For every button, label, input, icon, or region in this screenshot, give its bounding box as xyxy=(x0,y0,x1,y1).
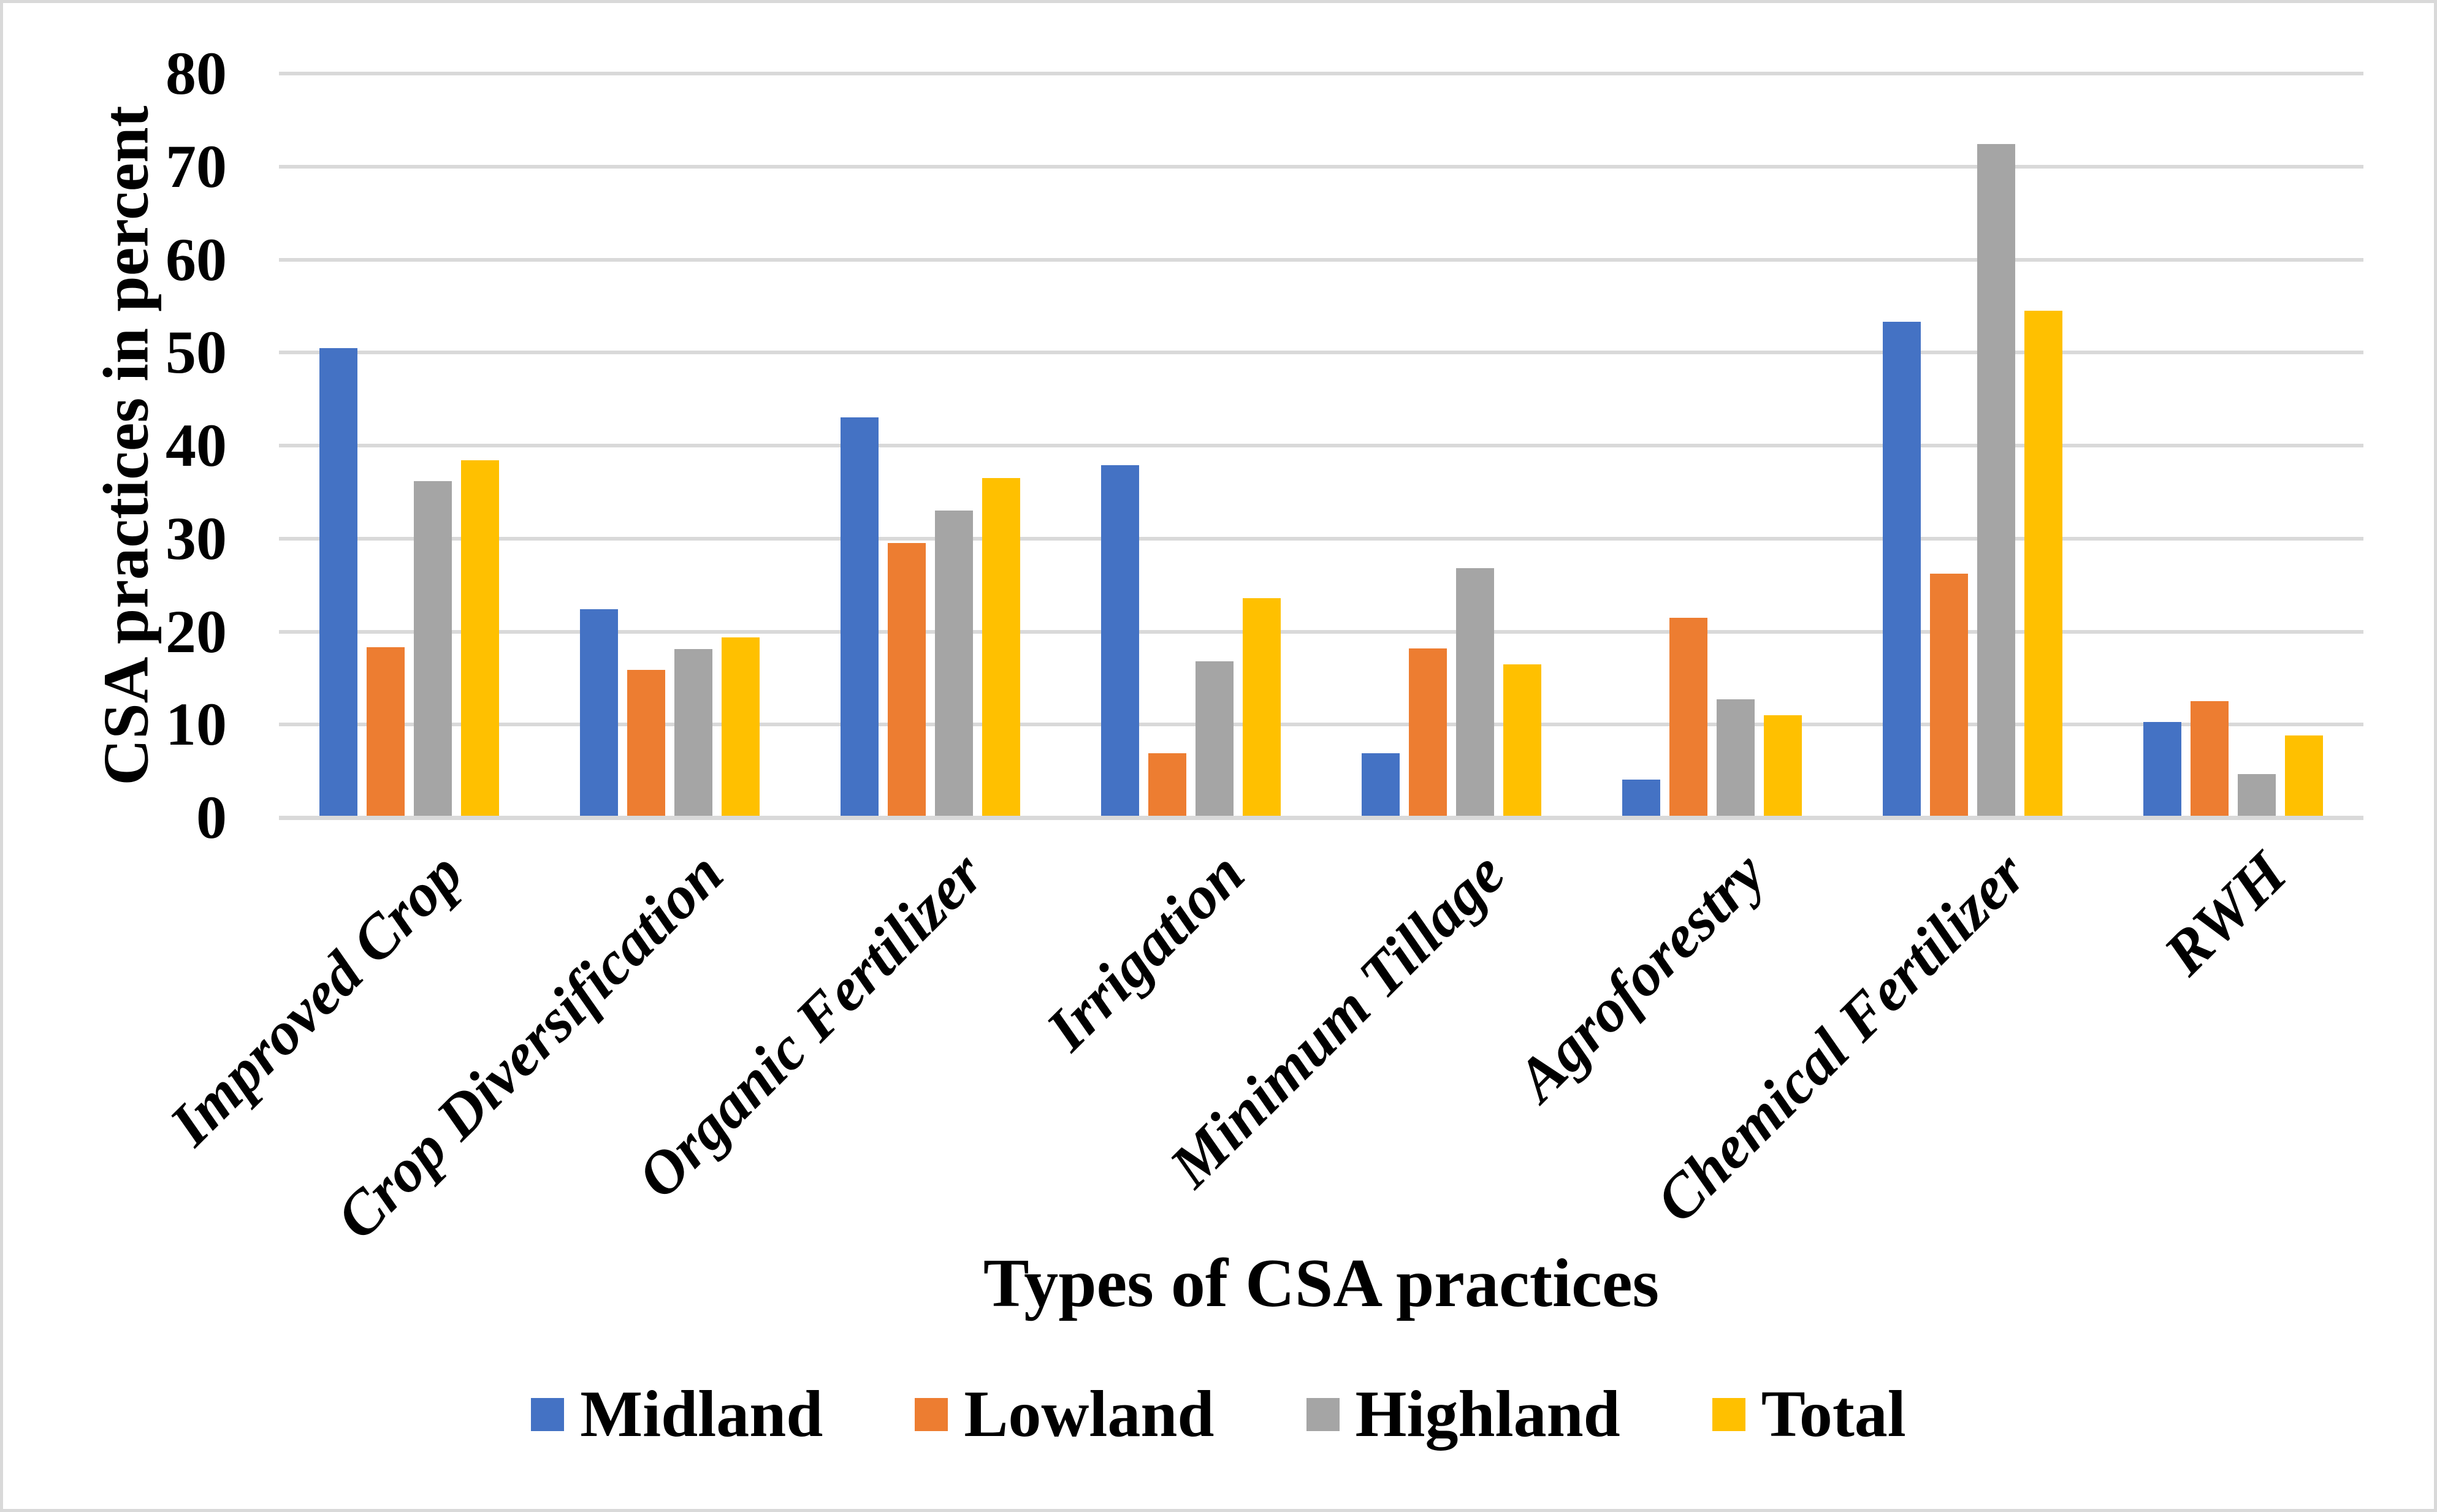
y-tick-label: 60 xyxy=(166,225,227,294)
bar-midland-rwh xyxy=(2143,721,2181,818)
gridline xyxy=(279,72,2363,75)
bar-lowland-minimum-tillage xyxy=(1409,648,1447,818)
y-tick-label: 80 xyxy=(166,39,227,107)
legend-label-lowland: Lowland xyxy=(964,1378,1215,1451)
legend-item-total: Total xyxy=(1712,1378,1906,1451)
legend-swatch-highland xyxy=(1306,1398,1340,1431)
bar-lowland-irrigation xyxy=(1148,753,1186,818)
bar-highland-improved-crop xyxy=(414,481,452,818)
bar-highland-irrigation xyxy=(1196,661,1234,818)
bar-total-minimum-tillage xyxy=(1503,664,1541,818)
bar-midland-irrigation xyxy=(1101,465,1139,818)
x-axis-title: Types of CSA practices xyxy=(983,1245,1660,1321)
gridline xyxy=(279,536,2363,541)
y-tick-label: 40 xyxy=(166,411,227,479)
bar-lowland-improved-crop xyxy=(367,647,405,818)
gridline xyxy=(279,351,2363,355)
x-axis-line xyxy=(279,816,2363,820)
bar-lowland-organic-fertilizer xyxy=(888,543,926,818)
y-tick-label: 30 xyxy=(166,504,227,572)
x-category-label: Irrigation xyxy=(1032,839,1257,1063)
bar-midland-organic-fertilizer xyxy=(841,417,879,818)
bar-total-chemical-fertilizer xyxy=(2024,310,2062,818)
bar-total-rwh xyxy=(2285,735,2323,818)
bar-midland-agroforestry xyxy=(1622,779,1660,818)
legend: Midland Lowland Highland Total xyxy=(0,1378,2437,1451)
bar-highland-chemical-fertilizer xyxy=(1977,144,2015,818)
gridline xyxy=(279,723,2363,727)
bar-midland-minimum-tillage xyxy=(1362,753,1400,818)
bar-lowland-chemical-fertilizer xyxy=(1930,574,1968,818)
legend-label-highland: Highland xyxy=(1355,1378,1620,1451)
legend-item-lowland: Lowland xyxy=(915,1378,1215,1451)
gridline xyxy=(279,164,2363,169)
bar-highland-crop-diversification xyxy=(674,649,712,818)
bar-highland-agroforestry xyxy=(1717,699,1755,818)
y-tick-label: 50 xyxy=(166,318,227,387)
legend-swatch-midland xyxy=(531,1398,565,1431)
x-category-label: Agroforestry xyxy=(1503,839,1779,1114)
y-tick-label: 70 xyxy=(166,132,227,200)
gridline xyxy=(279,257,2363,262)
bar-total-irrigation xyxy=(1243,598,1281,818)
bar-highland-organic-fertilizer xyxy=(935,511,973,818)
bar-lowland-agroforestry xyxy=(1669,617,1707,818)
legend-item-midland: Midland xyxy=(531,1378,823,1451)
bar-midland-chemical-fertilizer xyxy=(1883,322,1921,818)
bar-total-agroforestry xyxy=(1764,715,1802,818)
gridline xyxy=(279,629,2363,634)
bar-total-organic-fertilizer xyxy=(982,478,1020,818)
bar-midland-crop-diversification xyxy=(580,609,618,818)
gridline xyxy=(279,444,2363,447)
y-tick-label: 0 xyxy=(196,783,227,851)
y-tick-label: 10 xyxy=(166,690,227,759)
legend-swatch-total xyxy=(1712,1398,1745,1431)
x-category-label: RWH xyxy=(2151,839,2300,988)
bar-total-crop-diversification xyxy=(722,637,760,818)
legend-swatch-lowland xyxy=(915,1398,948,1431)
bar-lowland-crop-diversification xyxy=(627,669,665,818)
y-tick-label: 20 xyxy=(166,597,227,666)
bar-midland-improved-crop xyxy=(319,348,357,818)
legend-label-midland: Midland xyxy=(580,1378,823,1451)
bar-highland-minimum-tillage xyxy=(1456,568,1494,818)
bar-highland-rwh xyxy=(2238,773,2276,818)
legend-item-highland: Highland xyxy=(1306,1378,1620,1451)
bar-lowland-rwh xyxy=(2191,701,2229,818)
legend-label-total: Total xyxy=(1761,1378,1906,1451)
bar-total-improved-crop xyxy=(461,460,499,818)
